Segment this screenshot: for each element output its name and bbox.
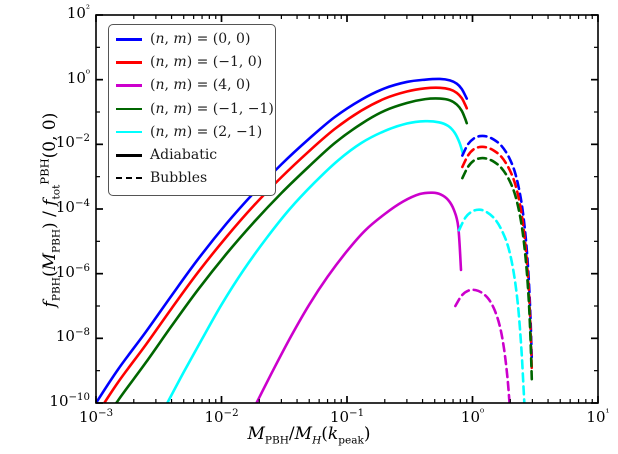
series-curve [102,86,469,403]
x-tick-label: 10−3 [78,408,114,426]
legend: (n, m) = (0, 0) (n, m) = (−1, 0) (n, m) = … [108,24,276,196]
y-tick-label: 10⁰ [66,68,90,87]
legend-line-swatch [116,32,142,46]
legend-line-swatch [116,148,142,162]
legend-item: (n, m) = (−1, −1) [109,98,275,120]
legend-label: (n, m) = (−1, −1) [150,100,274,117]
axes-layer [95,14,599,404]
x-tick-label: 10−1 [329,408,365,426]
series-curve [457,208,526,403]
legend-item: Adiabatic [109,144,275,166]
legend-label: (n, m) = (−1, 0) [150,54,263,71]
legend-line-swatch [116,78,142,92]
y-axis-label: fPBH(MPBH) / ftotPBH(0, 0) [37,112,63,308]
y-tick-label: 10−2 [55,133,90,152]
legend-line-swatch [116,171,142,185]
series-curve [454,288,511,403]
y-tick-label: 10−10 [49,392,90,410]
legend-line-swatch [116,125,142,139]
legend-item: (n, m) = (4, 0) [109,74,275,96]
legend-label: (n, m) = (0, 0) [150,31,251,47]
legend-label: Adiabatic [150,147,218,163]
curves-layer [96,77,534,403]
legend-line-swatch [116,102,142,116]
legend-label: (n, m) = (2, −1) [150,123,263,140]
x-axis-label: MPBH/MH(kpeak) [247,424,371,447]
legend-item: (n, m) = (0, 0) [109,28,275,50]
y-tick-label: 10² [66,4,90,22]
legend-label: (n, m) = (4, 0) [150,77,251,94]
series-curve [114,97,469,403]
legend-item: (n, m) = (2, −1) [109,121,275,143]
legend-item: (n, m) = (−1, 0) [109,51,275,73]
legend-line-swatch [116,55,142,69]
y-tick-label: 10−4 [55,198,90,216]
x-tick-label: 10⁰ [460,408,485,426]
y-tick-label: 10−6 [55,262,90,281]
series-curve [255,191,463,403]
series-curve [461,134,534,363]
legend-label: Bubbles [150,170,208,187]
series-curve [166,119,465,403]
y-tick-label: 10−8 [55,327,90,346]
legend-item: Bubbles [109,167,275,189]
x-tick-label: 10¹ [586,408,610,426]
x-tick-label: 10−2 [204,408,239,426]
series-curve [96,77,469,403]
series-curve [461,156,534,382]
